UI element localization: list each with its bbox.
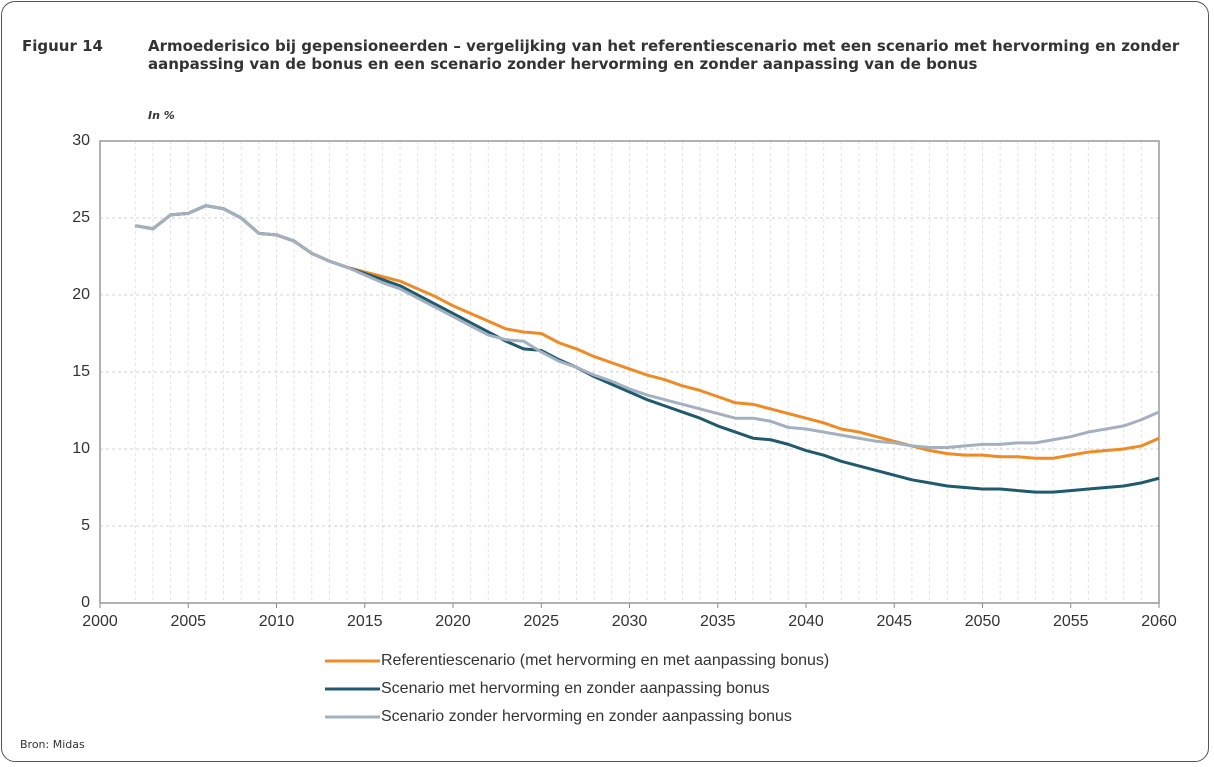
x-tick-label: 2050 [965, 613, 1001, 630]
x-tick-label: 2025 [523, 613, 559, 630]
x-tick-label: 2000 [82, 613, 118, 630]
y-tick-label: 30 [72, 132, 90, 149]
y-tick-label: 5 [81, 517, 90, 534]
y-tick-label: 10 [72, 440, 90, 457]
source: Bron: Midas [20, 738, 85, 751]
legend-label: Scenario met hervorming en zonder aanpas… [381, 680, 770, 697]
y-tick-label: 20 [72, 286, 90, 303]
figure-label: Figuur 14 [22, 37, 103, 55]
x-tick-label: 2010 [259, 613, 295, 630]
plot-frame [99, 140, 1160, 604]
x-tick-label: 2035 [700, 613, 736, 630]
x-tick-label: 2045 [876, 613, 912, 630]
y-tick-label: 15 [72, 363, 90, 380]
legend-label: Referentiescenario (met hervorming en me… [381, 652, 829, 669]
x-tick-label: 2015 [347, 613, 383, 630]
chart-title: Armoederisico bij gepensioneerden – verg… [148, 37, 1180, 73]
x-tick-label: 2030 [612, 613, 648, 630]
x-tick-label: 2060 [1141, 613, 1177, 630]
x-tick-label: 2020 [435, 613, 471, 630]
subtitle: In % [148, 109, 175, 122]
y-tick-label: 25 [72, 209, 90, 226]
legend-label: Scenario zonder hervorming en zonder aan… [381, 708, 792, 725]
y-tick-label: 0 [81, 594, 90, 611]
x-tick-label: 2005 [170, 613, 206, 630]
x-tick-label: 2040 [788, 613, 824, 630]
series-line [135, 204, 1160, 449]
x-tick-label: 2055 [1053, 613, 1089, 630]
